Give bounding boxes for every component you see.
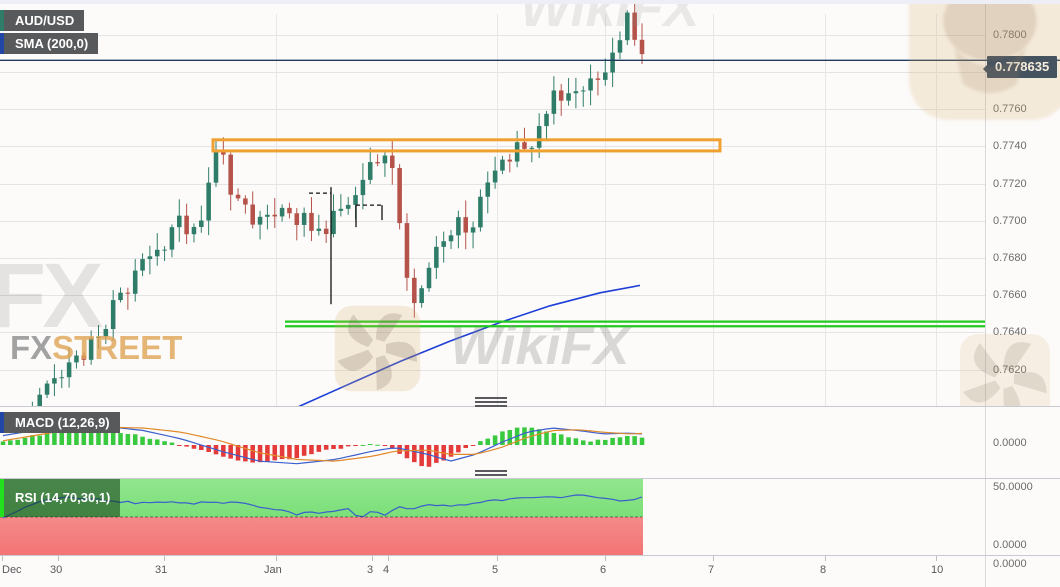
svg-text:WikiFX: WikiFX bbox=[450, 316, 633, 376]
svg-text:WikiFX: WikiFX bbox=[520, 4, 703, 38]
